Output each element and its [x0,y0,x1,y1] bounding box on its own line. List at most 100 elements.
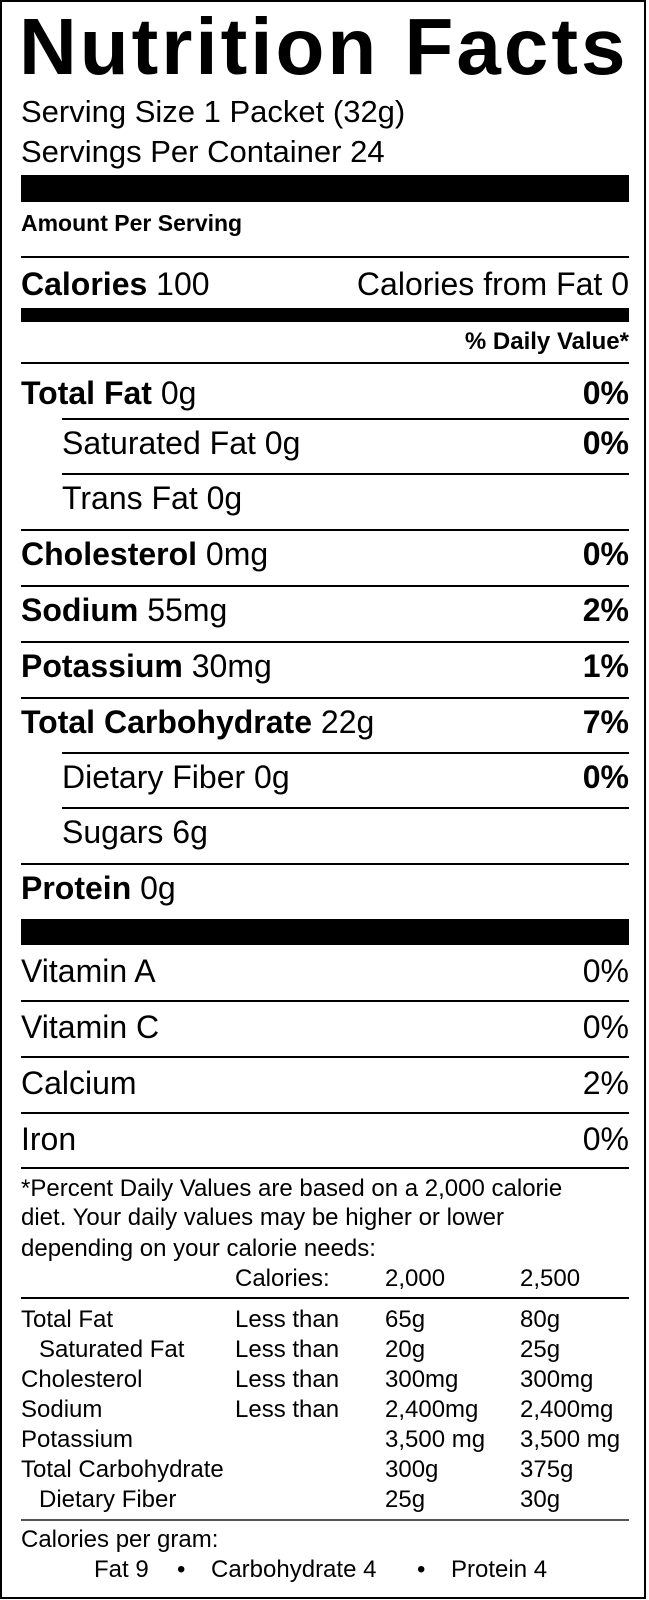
table-cell-2000: 25g [385,1486,426,1513]
nutrient-row-sugars: Sugars 6g [62,807,629,863]
divider [21,1297,629,1299]
calories-per-gram-label: Calories per gram: [21,1526,219,1553]
table-cell-2500: 2,400mg [520,1396,614,1423]
nutrient-row-potassium: Potassium 30mg 1% [21,641,629,697]
thick-divider [21,919,629,945]
bullet-separator: • [417,1556,426,1583]
table-header-2000: 2,000 [385,1265,446,1292]
table-cell-qualifier: Less than [235,1336,340,1363]
divider [21,1167,629,1169]
nutrient-label: Total Carbohydrate [21,704,312,740]
table-cell-nutrient: Potassium [21,1426,134,1453]
nutrient-amount: 0g [160,375,197,411]
calories-label: Calories [21,266,148,302]
nutrient-label: Dietary Fiber [62,759,246,795]
table-cell-2000: 300mg [385,1366,459,1393]
table-cell-2000: 65g [385,1306,426,1333]
nutrient-dv: 1% [582,648,629,684]
table-cell-2500: 80g [520,1306,561,1333]
per-gram-carbohydrate: Carbohydrate 4 [211,1556,377,1583]
bullet-separator: • [177,1556,186,1583]
vitamin-dv: 0% [582,953,629,989]
table-cell-2000: 300g [385,1456,439,1483]
table-cell-qualifier: Less than [235,1306,340,1333]
per-gram-fat: Fat 9 [94,1556,149,1583]
nutrient-label: Potassium [21,648,183,684]
nutrient-label: Sugars [62,814,164,850]
vitamin-dv: 0% [582,1009,629,1045]
nutrient-label: Total Fat [21,375,152,411]
nutrient-dv: 0% [582,375,629,411]
vitamin-label: Vitamin A [21,953,156,989]
nutrient-amount: 0g [140,870,176,906]
vitamin-label: Vitamin C [21,1009,160,1045]
nutrient-row-saturated-fat: Saturated Fat 0g 0% [62,418,629,473]
divider [21,1519,629,1521]
nutrient-label: Saturated Fat [62,425,256,461]
table-cell-qualifier: Less than [235,1366,340,1393]
nutrient-label: Sodium [21,592,139,628]
nutrient-row-trans-fat: Trans Fat 0g [62,473,629,529]
footnote-line: depending on your calorie needs: [21,1235,376,1262]
footnote-line: diet. Your daily values may be higher or… [21,1204,504,1231]
table-cell-nutrient: Total Carbohydrate [21,1456,224,1483]
table-header-calories: Calories: [235,1265,330,1292]
table-cell-2000: 3,500 mg [385,1426,486,1453]
vitamin-dv: 0% [582,1121,629,1157]
vitamin-label: Calcium [21,1065,137,1101]
nutrient-label: Protein [21,870,132,906]
nutrient-dv: 7% [582,704,629,740]
nutrient-amount: 0g [206,480,243,516]
nutrient-dv: 0% [582,536,629,572]
table-header-2500: 2,500 [520,1265,581,1292]
thick-divider [21,175,629,202]
nutrient-row-protein: Protein 0g [21,863,629,919]
table-cell-2500: 375g [520,1456,574,1483]
table-cell-2000: 20g [385,1336,426,1363]
calories-value: 100 [156,266,210,302]
vitamin-row-calcium: Calcium 2% [21,1056,629,1112]
servings-per-container: Servings Per Container 24 [21,134,385,169]
table-cell-nutrient: Saturated Fat [39,1336,185,1363]
table-cell-qualifier: Less than [235,1396,340,1423]
label-title: Nutrition Facts [19,2,629,91]
nutrient-row-dietary-fiber: Dietary Fiber 0g 0% [62,752,629,807]
table-cell-2500: 30g [520,1486,561,1513]
nutrient-row-total-fat: Total Fat 0g 0% [21,362,629,418]
serving-size: Serving Size 1 Packet (32g) [21,94,406,129]
nutrient-row-total-carbohydrate: Total Carbohydrate 22g 7% [21,697,629,752]
vitamin-row-vitamin-a: Vitamin A 0% [21,945,629,1000]
nutrient-amount: 0mg [205,536,269,572]
nutrient-amount: 0g [264,425,301,461]
vitamin-row-vitamin-c: Vitamin C 0% [21,1000,629,1056]
calories-row: Calories 100 [21,268,210,300]
nutrient-amount: 6g [172,814,208,850]
vitamin-row-iron: Iron 0% [21,1112,629,1168]
vitamin-dv: 2% [582,1065,629,1101]
table-cell-nutrient: Sodium [21,1396,103,1423]
nutrient-amount: 30mg [191,648,272,684]
daily-value-header: % Daily Value* [464,328,629,355]
nutrient-label: Cholesterol [21,536,198,572]
calories-from-fat: Calories from Fat 0 [356,266,629,302]
per-gram-protein: Protein 4 [451,1556,548,1583]
nutrient-dv: 0% [582,425,629,461]
medium-divider [21,308,629,322]
table-cell-2000: 2,400mg [385,1396,479,1423]
table-cell-2500: 3,500 mg [520,1426,621,1453]
nutrient-dv: 2% [582,592,629,628]
nutrient-amount: 0g [254,759,290,795]
vitamin-label: Iron [21,1121,77,1157]
nutrient-row-cholesterol: Cholesterol 0mg 0% [21,529,629,585]
table-cell-nutrient: Cholesterol [21,1366,143,1393]
nutrient-amount: 22g [320,704,375,740]
footnote-line: *Percent Daily Values are based on a 2,0… [21,1175,563,1202]
table-cell-2500: 25g [520,1336,561,1363]
nutrient-label: Trans Fat [62,480,198,516]
nutrient-dv: 0% [582,759,629,795]
nutrient-row-sodium: Sodium 55mg 2% [21,585,629,641]
table-cell-2500: 300mg [520,1366,594,1393]
table-cell-nutrient: Total Fat [21,1306,114,1333]
amount-per-serving: Amount Per Serving [21,210,243,236]
